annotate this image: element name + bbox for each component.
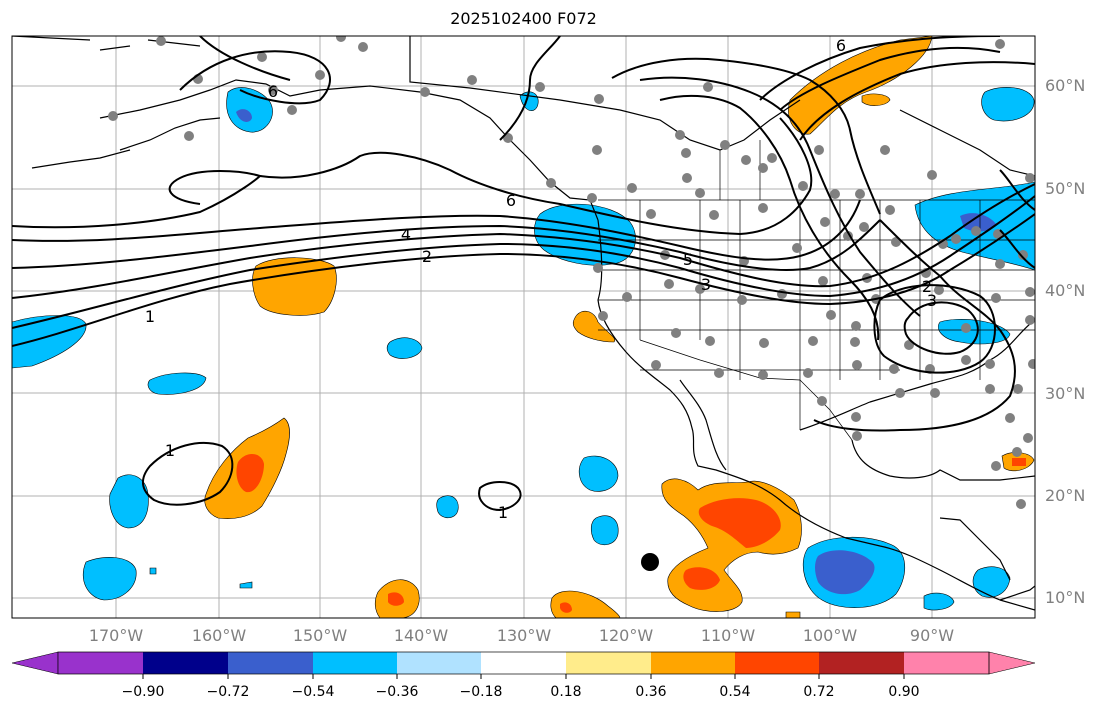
contour-label: 3 — [701, 275, 711, 294]
lat-label: 30°N — [1045, 384, 1086, 403]
contour-label: 4 — [401, 225, 411, 244]
contour-label: 6 — [506, 191, 516, 210]
colorbar-segment — [397, 652, 481, 674]
colorbar-tick-label: −0.36 — [375, 684, 419, 700]
colorbar-tick-label: 0.72 — [803, 684, 835, 700]
coastlines — [12, 36, 1035, 611]
colorbar-max-extend — [988, 651, 1036, 675]
lon-label: 130°W — [496, 626, 552, 645]
colorbar-segment — [313, 652, 397, 674]
strong-positive-areas — [236, 453, 1026, 613]
contour-label: 6 — [836, 36, 846, 55]
lat-label: 50°N — [1045, 179, 1086, 198]
graticule — [12, 36, 1035, 618]
colorbar-segment — [143, 652, 228, 674]
colorbar-min-extend — [11, 651, 59, 675]
colorbar-tick-label: −0.72 — [206, 684, 250, 700]
colorbar-tick-label: 0.90 — [888, 684, 920, 700]
lat-label: 60°N — [1045, 76, 1086, 95]
height-contours — [12, 36, 1035, 512]
colorbar-segment — [228, 652, 313, 674]
colorbar-segment — [904, 652, 989, 674]
colorbar-tick-label: 0.54 — [719, 684, 751, 700]
lat-label: 40°N — [1045, 281, 1086, 300]
storm-center-marker — [641, 553, 659, 571]
positive-anomaly-areas — [204, 36, 1035, 618]
lon-label: 100°W — [802, 626, 858, 645]
lat-label: 20°N — [1045, 486, 1086, 505]
strong-negative-areas — [236, 109, 996, 595]
contour-labels: 6 6 6 4 2 1 5 3 2 3 1 1 — [145, 36, 937, 522]
lon-label: 170°W — [88, 626, 144, 645]
colorbar-segment — [566, 652, 651, 674]
colorbar-segment — [58, 652, 143, 674]
lat-label: 10°N — [1045, 588, 1086, 607]
contour-label: 1 — [145, 307, 155, 326]
contour-label: 3 — [927, 291, 937, 310]
colorbar-tick-label: 0.18 — [550, 684, 582, 700]
colorbar-segment — [651, 652, 735, 674]
contour-label: 5 — [683, 250, 693, 269]
colorbar — [11, 651, 1036, 679]
boundaries — [598, 140, 1035, 441]
colorbar-tick-label: −0.18 — [459, 684, 503, 700]
contour-label: 1 — [498, 503, 508, 522]
colorbar-tick-label: −0.90 — [121, 684, 165, 700]
colorbar-segment — [481, 652, 566, 674]
contour-label: 2 — [422, 247, 432, 266]
map-title: 2025102400 F072 — [450, 9, 597, 28]
contour-label: 2 — [922, 277, 932, 296]
lon-label: 160°W — [191, 626, 247, 645]
contour-label: 1 — [165, 441, 175, 460]
lon-label: 140°W — [393, 626, 449, 645]
colorbar-tick-label: −0.54 — [291, 684, 335, 700]
contour-label: 6 — [268, 82, 278, 101]
colorbar-segment — [819, 652, 904, 674]
lon-label: 150°W — [292, 626, 348, 645]
colorbar-segment — [735, 652, 819, 674]
lon-label: 90°W — [909, 626, 955, 645]
colorbar-tick-label: 0.36 — [635, 684, 667, 700]
map-frame — [11, 35, 1036, 619]
lon-label: 120°W — [598, 626, 654, 645]
lon-label: 110°W — [700, 626, 756, 645]
